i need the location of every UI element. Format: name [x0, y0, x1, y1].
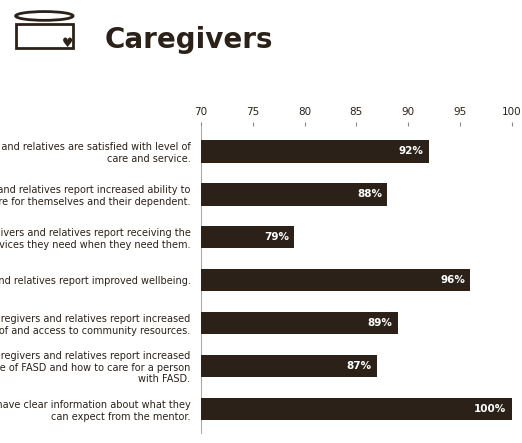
Bar: [201, 269, 470, 291]
Bar: [201, 355, 377, 377]
Bar: [201, 398, 512, 420]
Text: ♥: ♥: [62, 37, 74, 51]
Text: 87%: 87%: [347, 361, 372, 371]
Bar: [201, 226, 294, 249]
Bar: [201, 140, 429, 163]
Text: 100%: 100%: [474, 404, 506, 414]
Text: 88%: 88%: [357, 189, 382, 199]
Bar: [201, 312, 398, 334]
Text: Caregivers: Caregivers: [104, 26, 273, 54]
Text: 96%: 96%: [440, 275, 465, 285]
Text: 89%: 89%: [367, 318, 393, 328]
Text: 92%: 92%: [399, 146, 423, 156]
Text: Caregivers respond positively that outcomes are being met.: Caregivers respond positively that outco…: [106, 95, 505, 108]
Bar: [201, 183, 387, 206]
Text: 79%: 79%: [264, 232, 289, 242]
